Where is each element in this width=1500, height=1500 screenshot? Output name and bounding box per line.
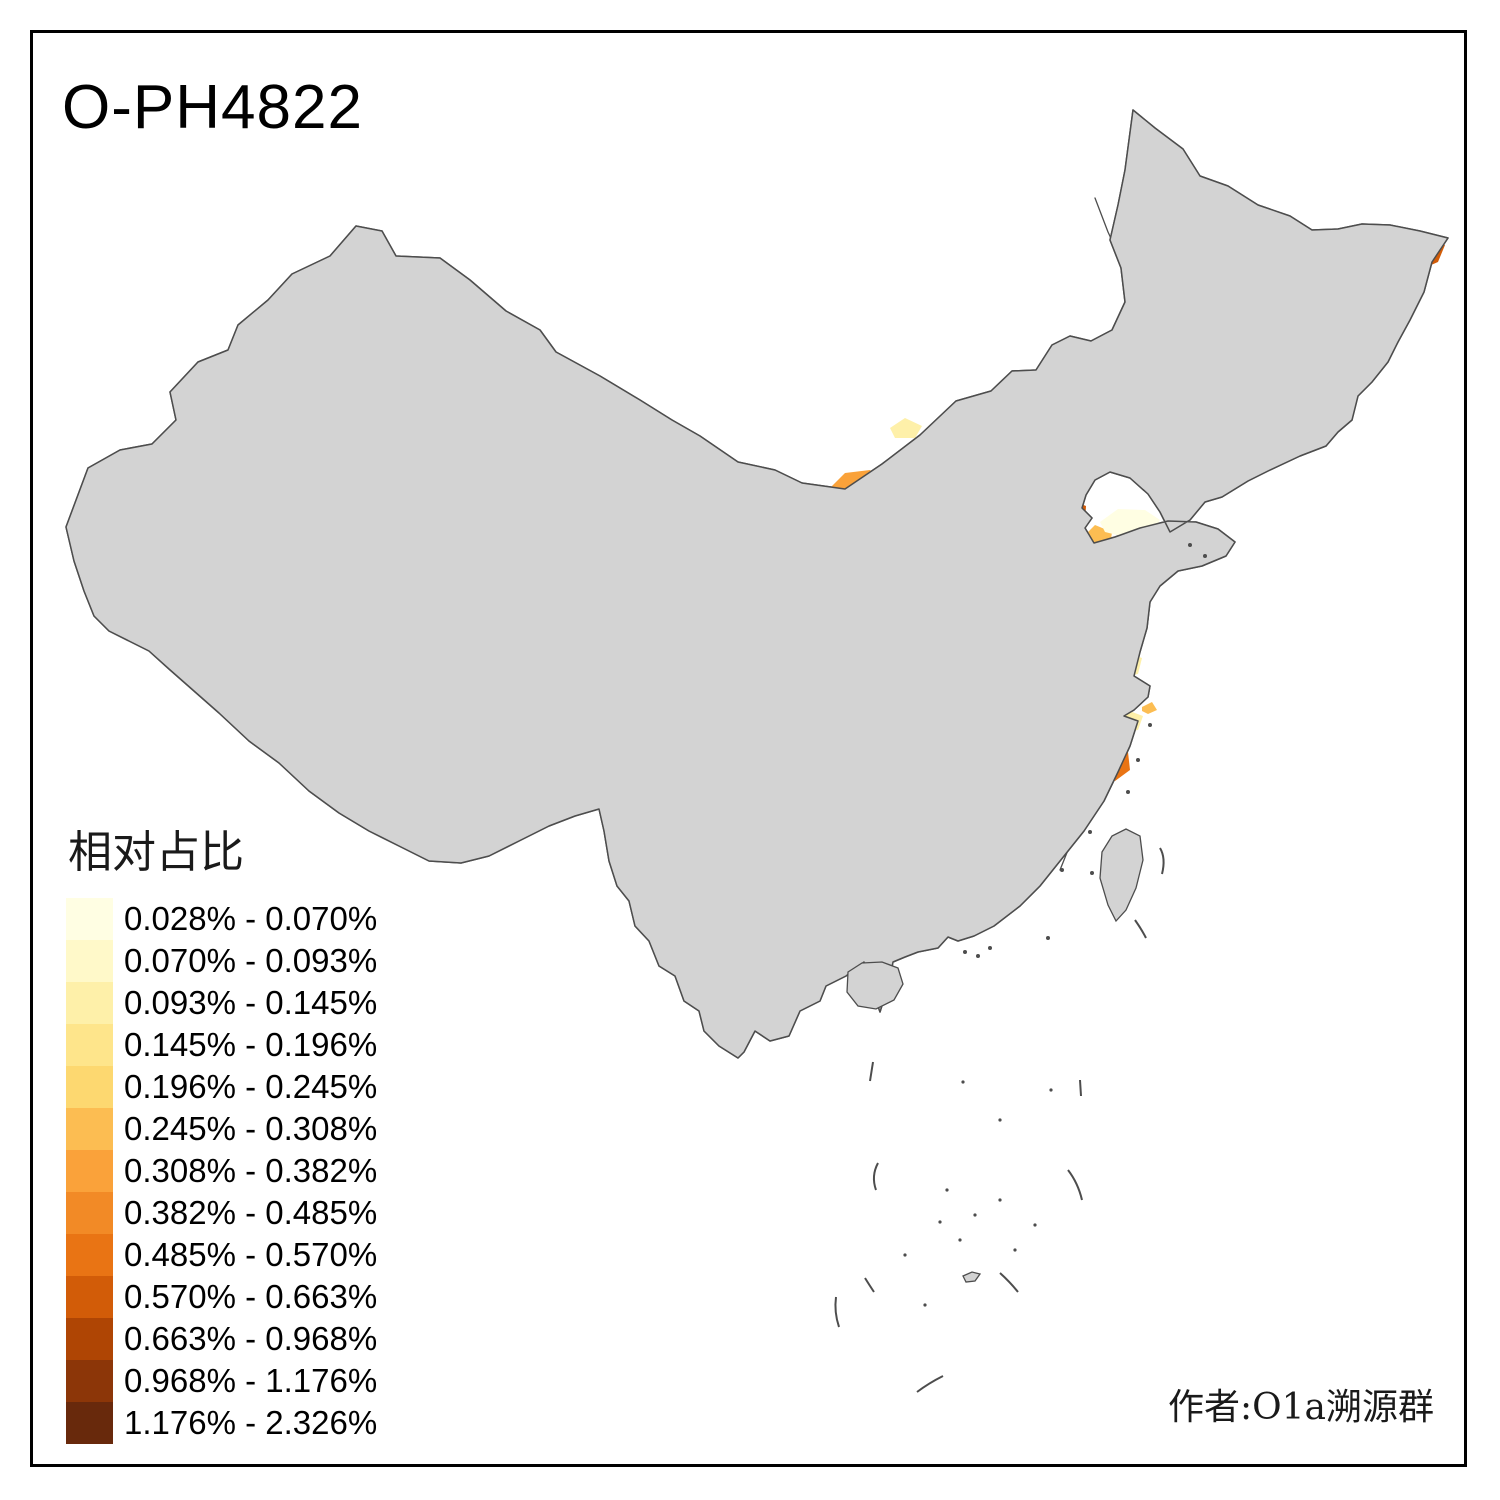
taiwan-island: [1099, 828, 1144, 923]
legend-row: 0.570% - 0.663%: [66, 1276, 377, 1318]
legend-swatch: [66, 1318, 113, 1360]
legend-swatch: [66, 898, 113, 940]
legend-label: 0.382% - 0.485%: [124, 1194, 378, 1231]
legend-label: 0.663% - 0.968%: [124, 1320, 378, 1357]
legend-label: 0.028% - 0.070%: [124, 900, 378, 937]
legend-row: 0.968% - 1.176%: [66, 1360, 377, 1402]
legend: 相对占比 0.028% - 0.070% 0.070% - 0.093% 0.093…: [66, 816, 377, 1444]
legend-rows: 0.028% - 0.070% 0.070% - 0.093% 0.093% - 0…: [66, 898, 377, 1444]
legend-swatch: [66, 1276, 113, 1318]
legend-row: 0.028% - 0.070%: [66, 898, 377, 940]
nine-dash-line: [834, 847, 1165, 1393]
legend-swatch: [66, 1024, 113, 1066]
legend-label: 0.570% - 0.663%: [124, 1278, 378, 1315]
legend-label: 0.968% - 1.176%: [124, 1362, 378, 1399]
legend-swatch: [66, 1402, 113, 1444]
legend-row: 0.070% - 0.093%: [66, 940, 377, 982]
legend-row: 0.245% - 0.308%: [66, 1108, 377, 1150]
legend-title: 相对占比: [68, 827, 244, 878]
legend-swatch: [66, 982, 113, 1024]
prefecture-region: [890, 418, 922, 438]
legend-swatch: [66, 1150, 113, 1192]
legend-row: 0.485% - 0.570%: [66, 1234, 377, 1276]
legend-swatch: [66, 1234, 113, 1276]
legend-label: 0.245% - 0.308%: [124, 1110, 378, 1147]
legend-swatch: [66, 1066, 113, 1108]
legend-row: 0.382% - 0.485%: [66, 1192, 377, 1234]
page-title: O-PH4822: [62, 73, 363, 142]
legend-row: 0.308% - 0.382%: [66, 1150, 377, 1192]
legend-swatch: [66, 1192, 113, 1234]
legend-row: 0.145% - 0.196%: [66, 1024, 377, 1066]
legend-row: 1.176% - 2.326%: [66, 1402, 377, 1444]
legend-swatch: [66, 940, 113, 982]
legend-label: 0.070% - 0.093%: [124, 942, 378, 979]
legend-row: 0.093% - 0.145%: [66, 982, 377, 1024]
legend-label: 1.176% - 2.326%: [124, 1404, 378, 1441]
legend-swatch: [66, 1108, 113, 1150]
legend-row: 0.196% - 0.245%: [66, 1066, 377, 1108]
prefecture-region: [1142, 702, 1157, 714]
spratly-islet: [962, 1271, 982, 1283]
islands-layer: [846, 828, 1144, 1283]
legend-row: 0.663% - 0.968%: [66, 1318, 377, 1360]
legend-label: 0.308% - 0.382%: [124, 1152, 378, 1189]
legend-swatch: [66, 1360, 113, 1402]
legend-label: 0.485% - 0.570%: [124, 1236, 378, 1273]
attribution: 作者:O1a溯源群: [1167, 1387, 1434, 1428]
legend-label: 0.145% - 0.196%: [124, 1026, 378, 1063]
small-islets: [903, 543, 1207, 1307]
hainan-island: [846, 961, 904, 1010]
legend-label: 0.093% - 0.145%: [124, 984, 378, 1021]
legend-label: 0.196% - 0.245%: [124, 1068, 378, 1105]
